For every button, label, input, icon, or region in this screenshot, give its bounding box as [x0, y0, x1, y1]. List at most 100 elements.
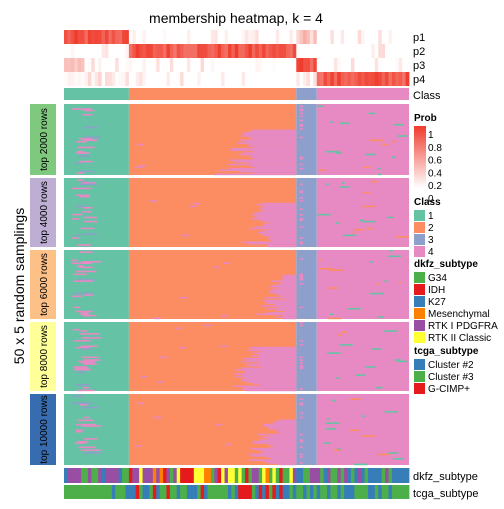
- cell: [80, 403, 87, 406]
- bottom-annotation-tracks: dkfz_subtype tcga_subtype: [64, 468, 478, 500]
- cell: [326, 418, 331, 420]
- dkfz-cell: [111, 468, 116, 483]
- cell: [269, 222, 297, 224]
- cell: [79, 170, 94, 173]
- tcga-cell: [361, 485, 365, 499]
- cell: [299, 163, 304, 166]
- tcga-cell: [248, 485, 253, 499]
- prob-cell: [306, 58, 311, 72]
- prob-cell: [221, 72, 225, 86]
- tcga-cell: [152, 485, 157, 499]
- cell: [325, 150, 340, 153]
- dkfz-cell: [265, 468, 270, 483]
- prob-cell: [255, 44, 260, 58]
- prob-cell: [186, 72, 191, 86]
- prob-cell: [77, 44, 82, 58]
- prob-cell: [180, 72, 184, 86]
- dkfz-subtype-track: [64, 468, 410, 483]
- prob-cell: [94, 58, 99, 72]
- dkfz-cell: [234, 468, 239, 483]
- prob-cell: [313, 30, 318, 44]
- tcga-cell: [197, 485, 202, 499]
- prob-cell: [173, 72, 178, 86]
- prob-cell: [224, 58, 229, 72]
- prob-cell: [186, 44, 191, 58]
- prob-cell: [268, 44, 273, 58]
- legend-swatch-dkfz_subtype: [414, 332, 425, 343]
- prob-cell: [115, 30, 120, 44]
- legend-label-tcga_subtype: Cluster #3: [428, 372, 474, 383]
- dkfz-cell: [152, 468, 157, 483]
- cell: [336, 447, 341, 450]
- prob-cell: [145, 44, 150, 58]
- cell-block-4: [316, 104, 409, 175]
- cell: [245, 377, 297, 379]
- prob-cell: [224, 72, 229, 86]
- prob-cell: [385, 58, 389, 72]
- prob-cell: [313, 44, 318, 58]
- prob-cell: [87, 72, 92, 86]
- tcga-cell: [104, 485, 109, 499]
- prob-cell: [217, 58, 222, 72]
- prob-cell: [371, 44, 376, 58]
- prob-cell: [149, 72, 154, 86]
- row-group-label: top 6000 rows: [39, 253, 50, 316]
- cell: [285, 298, 297, 300]
- dkfz-cell: [183, 468, 188, 483]
- cell: [214, 173, 297, 176]
- dkfz-cell: [279, 468, 284, 483]
- tcga-cell: [316, 485, 321, 499]
- cell: [282, 317, 297, 320]
- tcga-cell: [77, 485, 82, 499]
- dkfz-cell: [255, 468, 260, 483]
- dkfz-cell: [67, 468, 72, 483]
- prob-cell: [193, 72, 198, 86]
- cell: [274, 284, 297, 287]
- legend-swatch-dkfz_subtype: [414, 296, 425, 307]
- cell: [135, 445, 142, 447]
- dkfz-cell: [81, 468, 85, 483]
- cell: [257, 231, 297, 234]
- prob-cell: [98, 58, 102, 72]
- prob-cell: [122, 30, 126, 44]
- prob-cell: [385, 30, 389, 44]
- dkfz-cell: [364, 468, 369, 483]
- cell: [339, 186, 350, 188]
- prob-cell: [159, 30, 164, 44]
- prob-cell: [156, 44, 161, 58]
- tcga-cell: [378, 485, 383, 499]
- prob-cell: [64, 44, 68, 58]
- cell: [393, 123, 404, 126]
- prob-cell: [395, 58, 400, 72]
- prob-cell: [333, 30, 338, 44]
- tcga-cell: [364, 485, 369, 499]
- cell: [272, 288, 297, 291]
- cell: [280, 283, 297, 285]
- cell: [259, 356, 297, 359]
- legend-swatch-dkfz_subtype: [414, 308, 425, 319]
- tcga-cell: [111, 485, 116, 499]
- prob-cell: [67, 58, 72, 72]
- tcga-cell: [234, 485, 239, 499]
- legend-label-tcga_subtype: Cluster #2: [428, 360, 474, 371]
- cell-block-3: [296, 322, 317, 391]
- prob-cell: [251, 44, 256, 58]
- tcga-cell: [330, 485, 335, 499]
- chart-title: membership heatmap, k = 4: [149, 10, 323, 26]
- prob-cell: [115, 72, 120, 86]
- dkfz-cell: [371, 468, 376, 483]
- cell: [263, 220, 297, 223]
- cell: [75, 205, 87, 208]
- cell: [76, 152, 90, 154]
- row-group-panels: top 2000 rows top 4000 rows top 6000 rows t…: [30, 104, 410, 466]
- prob-cell: [306, 44, 311, 58]
- prob-cell: [357, 72, 362, 86]
- dkfz-cell: [268, 468, 273, 483]
- row-group-bar: [30, 250, 56, 319]
- cell: [299, 283, 304, 285]
- prob-cell: [166, 30, 171, 44]
- prob-cell: [306, 30, 311, 44]
- prob-cell: [255, 58, 260, 72]
- cell: [269, 285, 297, 288]
- row-group-label: top 8000 rows: [39, 325, 50, 388]
